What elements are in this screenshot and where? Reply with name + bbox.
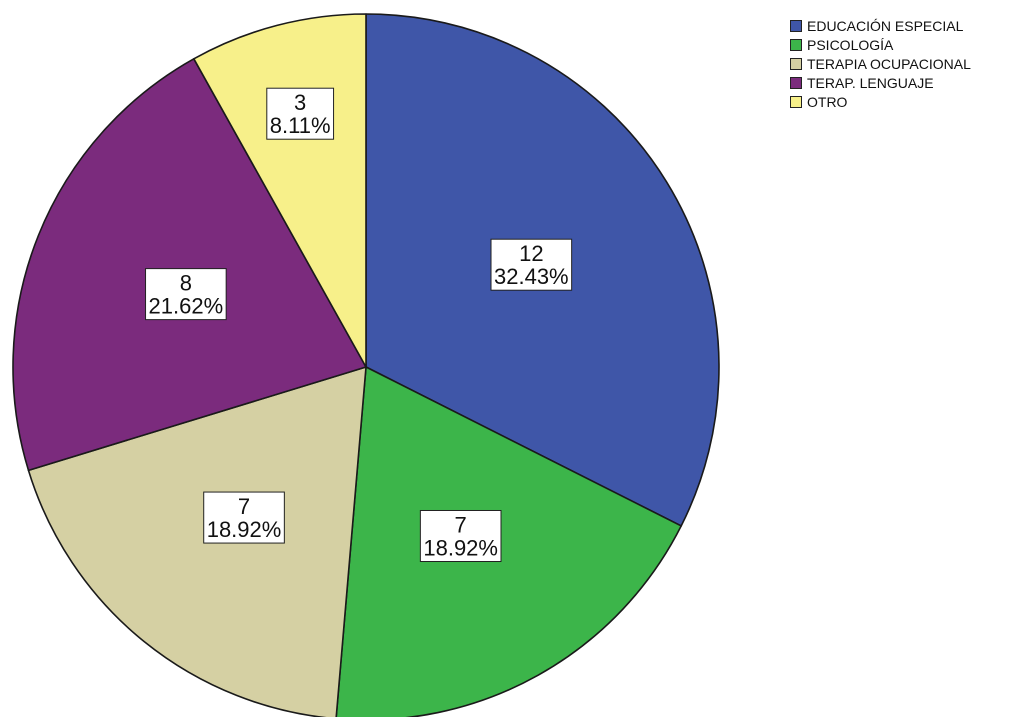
data-label-percent: 18.92% (207, 517, 282, 542)
legend-swatch (790, 38, 802, 51)
legend-label: EDUCACIÓN ESPECIAL (807, 17, 964, 34)
legend-label: OTRO (807, 93, 848, 110)
data-label-count: 12 (519, 241, 543, 266)
data-label-percent: 8.11% (270, 113, 331, 138)
chart-legend: EDUCACIÓN ESPECIAL PSICOLOGÍA TERAPIA OCUP… (790, 16, 971, 111)
data-label-box (203, 491, 285, 544)
pie-slices (12, 13, 720, 717)
legend-item-educacion-especial: EDUCACIÓN ESPECIAL (790, 16, 971, 35)
data-label-count: 7 (455, 512, 467, 537)
data-label-terapia-ocupacional: 718.92% (203, 491, 285, 544)
data-label-percent: 18.92% (423, 535, 498, 560)
data-label-terap-lenguaje: 821.62% (145, 268, 227, 321)
data-label-psicologia: 718.92% (419, 509, 502, 562)
legend-label: TERAP. LENGUAJE (807, 74, 934, 91)
legend-swatch (790, 76, 802, 89)
pie-slice-terap-lenguaje (12, 58, 367, 472)
pie-slice-psicologia (335, 366, 683, 717)
legend-item-terapia-ocupacional: TERAPIA OCUPACIONAL (790, 54, 971, 73)
data-label-count: 7 (238, 494, 250, 519)
data-label-count: 8 (180, 271, 192, 296)
data-label-box (145, 268, 227, 321)
legend-item-terap-lenguaje: TERAP. LENGUAJE (790, 73, 971, 92)
legend-swatch (790, 57, 802, 70)
data-label-otro: 38.11% (266, 87, 335, 140)
data-label-box (419, 509, 502, 562)
data-label-count: 3 (294, 90, 306, 115)
pie-slice-terapia-ocupacional (27, 366, 367, 717)
data-label-percent: 21.62% (149, 294, 224, 319)
legend-item-otro: OTRO (790, 92, 971, 111)
data-label-percent: 32.43% (494, 264, 569, 289)
legend-swatch (790, 95, 802, 108)
legend-swatch (790, 19, 802, 32)
data-label-box (266, 87, 335, 140)
legend-item-psicologia: PSICOLOGÍA (790, 35, 971, 54)
legend-label: PSICOLOGÍA (807, 36, 894, 53)
legend-label: TERAPIA OCUPACIONAL (807, 55, 971, 72)
data-label-box (490, 238, 573, 291)
